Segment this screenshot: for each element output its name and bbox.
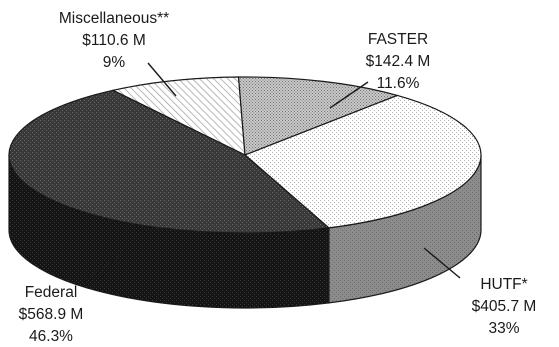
slice-label-miscellaneous: Miscellaneous** $110.6 M 9% [59,10,169,71]
slice-label-hutf: HUTF* $405.7 M 33% [472,276,537,337]
leader-line-miscellaneous [147,62,177,97]
slice-label-faster: FASTER $142.4 M 11.6% [366,31,431,92]
pie-slices [8,76,482,234]
slice-percent: 11.6% [377,75,420,92]
slice-value: $568.9 M [19,306,84,323]
pie-slice-miscellaneous [111,76,246,157]
pie-slice-faster [237,76,400,156]
slice-percent: 33% [488,320,519,337]
slice-name: FASTER [368,31,428,48]
leader-line-faster [329,81,369,109]
slice-name: HUTF* [480,276,527,293]
leader-lines [82,62,461,282]
slice-value: $405.7 M [472,298,537,315]
pie-slice-hutf [243,94,482,229]
slice-value: $110.6 M [82,32,145,49]
leader-line-hutf [423,247,461,279]
leader-line-federal [82,253,123,282]
pie-slice-federal [8,89,331,234]
slice-percent: 9% [103,54,126,71]
slice-value: $142.4 M [366,53,431,70]
slice-percent: 46.3% [29,328,73,345]
slice-name: Federal [25,284,78,301]
slice-label-federal: Federal $568.9 M 46.3% [19,284,84,345]
slice-name: Miscellaneous** [59,10,169,27]
